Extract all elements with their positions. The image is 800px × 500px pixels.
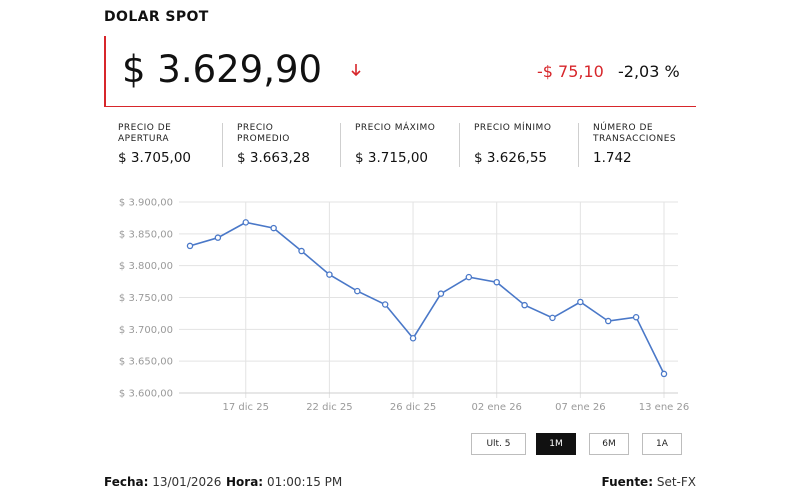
stat-transactions: NÚMERO DE TRANSACCIONES 1.742: [578, 123, 696, 167]
price-panel: $ 3.629,90 -$ 75,10 -2,03 %: [104, 36, 696, 107]
y-tick-label: $ 3.850,00: [119, 229, 173, 240]
data-point: [521, 301, 528, 309]
data-point: [242, 219, 250, 226]
series-line: [189, 221, 665, 375]
data-point: [409, 334, 417, 342]
range-buttons: Ult. 5 1M 6M 1A: [471, 433, 686, 457]
time-info: Hora: 01:00:15 PM: [226, 475, 342, 489]
range-button-1m[interactable]: 1M: [536, 433, 576, 455]
stat-value: $ 3.705,00: [118, 150, 191, 166]
stat-average-price: PRECIO PROMEDIO $ 3.663,28: [222, 123, 340, 167]
source-label: Fuente:: [601, 475, 654, 489]
data-point: [186, 242, 194, 250]
footer: Fecha: 13/01/2026 Hora: 01:00:15 PM Fuen…: [104, 475, 696, 491]
stat-label: PRECIO DE APERTURA: [118, 123, 172, 144]
x-tick-label: 02 ene 26: [471, 402, 521, 413]
y-tick-label: $ 3.800,00: [119, 261, 173, 272]
range-button-6m[interactable]: 6M: [589, 433, 629, 455]
data-point: [298, 247, 305, 255]
change-percent: -2,03 %: [618, 62, 680, 81]
stat-label: NÚMERO DE TRANSACCIONES: [593, 123, 677, 144]
y-tick-label: $ 3.600,00: [119, 389, 173, 400]
time-label: Hora:: [226, 475, 264, 489]
data-point: [326, 271, 333, 278]
x-tick-label: 17 dic 25: [223, 402, 269, 413]
data-point: [549, 314, 556, 322]
y-tick-label: $ 3.900,00: [119, 198, 173, 209]
stat-opening-price: PRECIO DE APERTURA $ 3.705,00: [104, 123, 222, 167]
data-point: [604, 317, 612, 325]
stat-value: 1.742: [593, 150, 632, 166]
chart-svg: $ 3.600,00 $ 3.650,00 $ 3.700,00 $ 3.750,00…: [119, 198, 689, 414]
stat-value: $ 3.626,55: [474, 150, 547, 166]
data-point: [577, 298, 584, 306]
page-title: DOLAR SPOT: [104, 9, 209, 25]
data-point: [270, 224, 277, 232]
y-tick-label: $ 3.700,00: [119, 325, 173, 336]
price-chart: $ 3.600,00 $ 3.650,00 $ 3.700,00 $ 3.750,00…: [100, 192, 700, 414]
x-tick-label: 13 ene 26: [639, 402, 689, 413]
stat-label: PRECIO MÍNIMO: [474, 123, 552, 133]
y-tick-label: $ 3.650,00: [119, 357, 173, 368]
data-point: [465, 273, 473, 281]
stat-label: PRECIO PROMEDIO: [237, 123, 290, 144]
data-point: [632, 313, 640, 321]
data-point: [381, 301, 389, 308]
date-value: 13/01/2026: [152, 475, 222, 489]
data-point: [214, 234, 222, 241]
stat-value: $ 3.715,00: [355, 150, 428, 166]
x-tick-label: 07 ene 26: [555, 402, 605, 413]
down-arrow-icon: [351, 64, 361, 77]
data-point: [660, 370, 668, 378]
date-label: Fecha:: [104, 475, 149, 489]
source-info: Fuente: Set-FX: [602, 475, 697, 489]
current-price: $ 3.629,90: [122, 48, 323, 91]
data-point: [354, 287, 361, 295]
stats-row: PRECIO DE APERTURA $ 3.705,00 PRECIO PRO…: [104, 123, 696, 171]
x-tick-label: 26 dic 25: [390, 402, 436, 413]
y-tick-label: $ 3.750,00: [119, 293, 173, 304]
data-point: [437, 290, 445, 297]
range-button-1a[interactable]: 1A: [642, 433, 682, 455]
time-value: 01:00:15 PM: [266, 475, 343, 489]
date-info: Fecha: 13/01/2026: [104, 475, 221, 489]
stat-value: $ 3.663,28: [237, 150, 310, 166]
data-point: [493, 278, 500, 286]
x-tick-label: 22 dic 25: [306, 402, 352, 413]
range-button-ult5[interactable]: Ult. 5: [471, 433, 526, 455]
change-value: -$ 75,10: [537, 62, 604, 81]
source-value: Set-FX: [656, 475, 696, 489]
stat-min-price: PRECIO MÍNIMO $ 3.626,55: [459, 123, 577, 167]
stat-max-price: PRECIO MÁXIMO $ 3.715,00: [340, 123, 458, 167]
stat-label: PRECIO MÁXIMO: [355, 123, 436, 133]
